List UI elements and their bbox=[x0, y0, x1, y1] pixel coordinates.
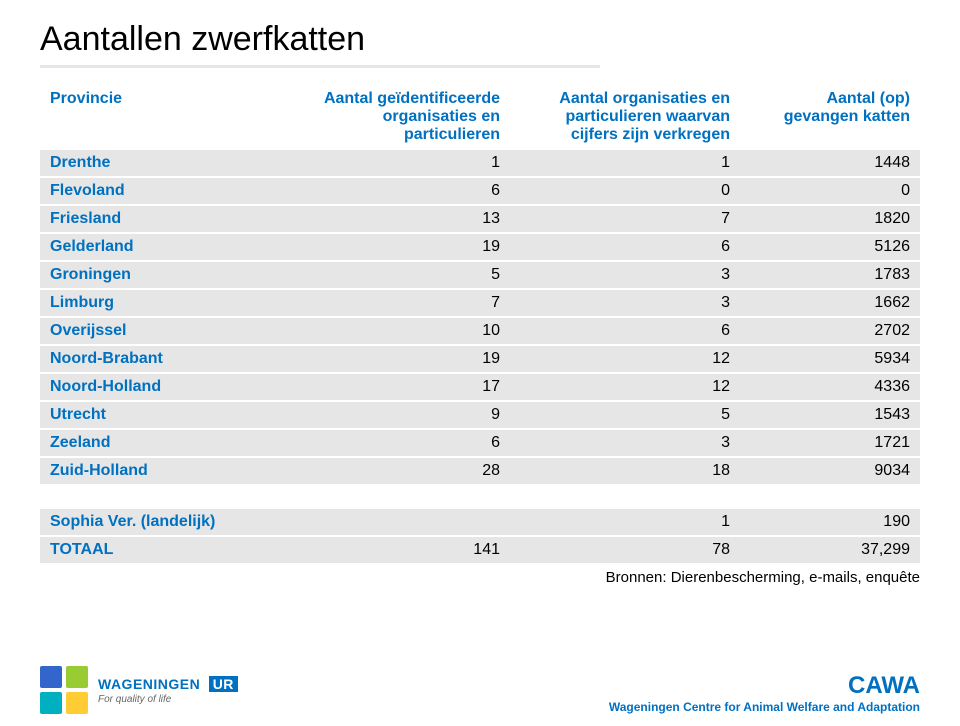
logo-name: WAGENINGEN bbox=[98, 676, 200, 692]
logo-text: WAGENINGEN UR For quality of life bbox=[98, 676, 238, 705]
table-row: Noord-Holland17124336 bbox=[40, 373, 920, 401]
logo: WAGENINGEN UR For quality of life bbox=[40, 666, 238, 714]
cell-province: Gelderland bbox=[40, 233, 300, 261]
cell-value: 1 bbox=[300, 149, 510, 177]
data-table: Provincie Aantal geïdentificeerde organi… bbox=[40, 86, 920, 563]
cell-value bbox=[300, 508, 510, 536]
cell-value: 9034 bbox=[740, 457, 920, 484]
logo-q3 bbox=[40, 692, 62, 714]
cell-value: 6 bbox=[300, 177, 510, 205]
cell-value: 3 bbox=[510, 429, 740, 457]
cell-value: 1543 bbox=[740, 401, 920, 429]
cawa-subtitle: Wageningen Centre for Animal Welfare and… bbox=[609, 700, 920, 714]
cell-value: 18 bbox=[510, 457, 740, 484]
cell-province: Noord-Holland bbox=[40, 373, 300, 401]
table-row: Noord-Brabant19125934 bbox=[40, 345, 920, 373]
logo-q2 bbox=[66, 666, 88, 688]
cell-value: 1 bbox=[510, 508, 740, 536]
cell-value: 5 bbox=[510, 401, 740, 429]
cell-province: Flevoland bbox=[40, 177, 300, 205]
cell-value: 5 bbox=[300, 261, 510, 289]
cell-province: Utrecht bbox=[40, 401, 300, 429]
cell-value: 5126 bbox=[740, 233, 920, 261]
cell-value: 0 bbox=[740, 177, 920, 205]
table-row: Utrecht951543 bbox=[40, 401, 920, 429]
header-col4: Aantal (op) gevangen katten bbox=[740, 86, 920, 149]
cell-value: 1662 bbox=[740, 289, 920, 317]
cell-value: 1783 bbox=[740, 261, 920, 289]
cell-province: Friesland bbox=[40, 205, 300, 233]
cell-province: Drenthe bbox=[40, 149, 300, 177]
table-row: Gelderland1965126 bbox=[40, 233, 920, 261]
cell-value: 3 bbox=[510, 289, 740, 317]
cell-value: 3 bbox=[510, 261, 740, 289]
cawa-title: CAWA bbox=[609, 672, 920, 700]
page-title: Aantallen zwerfkatten bbox=[40, 20, 920, 59]
cell-value: 190 bbox=[740, 508, 920, 536]
cell-value: 19 bbox=[300, 233, 510, 261]
cell-value: 0 bbox=[510, 177, 740, 205]
cell-value: 37,299 bbox=[740, 536, 920, 563]
cell-value: 7 bbox=[300, 289, 510, 317]
cell-value: 6 bbox=[510, 233, 740, 261]
cell-value: 1820 bbox=[740, 205, 920, 233]
cell-province: Overijssel bbox=[40, 317, 300, 345]
logo-q1 bbox=[40, 666, 62, 688]
table-row: Overijssel1062702 bbox=[40, 317, 920, 345]
cell-value: 2702 bbox=[740, 317, 920, 345]
cell-value: 10 bbox=[300, 317, 510, 345]
table-row: Zeeland631721 bbox=[40, 429, 920, 457]
cell-value: 141 bbox=[300, 536, 510, 563]
table-header-row: Provincie Aantal geïdentificeerde organi… bbox=[40, 86, 920, 149]
cell-value: 1448 bbox=[740, 149, 920, 177]
table-row: Zuid-Holland28189034 bbox=[40, 457, 920, 484]
table-row: TOTAAL1417837,299 bbox=[40, 536, 920, 563]
title-underline bbox=[40, 65, 600, 68]
footer: WAGENINGEN UR For quality of life CAWA W… bbox=[40, 666, 920, 714]
cell-province: TOTAAL bbox=[40, 536, 300, 563]
cell-value: 13 bbox=[300, 205, 510, 233]
cell-province: Limburg bbox=[40, 289, 300, 317]
cell-value: 5934 bbox=[740, 345, 920, 373]
table-spacer bbox=[40, 484, 920, 508]
logo-tagline: For quality of life bbox=[98, 694, 238, 705]
slide: Aantallen zwerfkatten Provincie Aantal g… bbox=[0, 0, 960, 726]
cell-value: 1 bbox=[510, 149, 740, 177]
cell-value: 6 bbox=[300, 429, 510, 457]
cell-value: 12 bbox=[510, 345, 740, 373]
table-row: Drenthe111448 bbox=[40, 149, 920, 177]
table-row: Limburg731662 bbox=[40, 289, 920, 317]
table-row: Groningen531783 bbox=[40, 261, 920, 289]
cell-value: 1721 bbox=[740, 429, 920, 457]
cell-province: Groningen bbox=[40, 261, 300, 289]
logo-ur: UR bbox=[209, 676, 238, 692]
cell-value: 9 bbox=[300, 401, 510, 429]
cell-value: 17 bbox=[300, 373, 510, 401]
cell-value: 12 bbox=[510, 373, 740, 401]
table-row: Flevoland600 bbox=[40, 177, 920, 205]
cell-province: Zuid-Holland bbox=[40, 457, 300, 484]
table-row: Sophia Ver. (landelijk) 1190 bbox=[40, 508, 920, 536]
cell-value: 28 bbox=[300, 457, 510, 484]
footer-right: CAWA Wageningen Centre for Animal Welfar… bbox=[609, 672, 920, 714]
cell-value: 19 bbox=[300, 345, 510, 373]
source-line: Bronnen: Dierenbescherming, e-mails, enq… bbox=[40, 569, 920, 586]
header-col2: Aantal geïdentificeerde organisaties en … bbox=[300, 86, 510, 149]
cell-province: Zeeland bbox=[40, 429, 300, 457]
cell-province: Noord-Brabant bbox=[40, 345, 300, 373]
cell-value: 78 bbox=[510, 536, 740, 563]
cell-value: 7 bbox=[510, 205, 740, 233]
header-col3: Aantal organisaties en particulieren waa… bbox=[510, 86, 740, 149]
logo-icon bbox=[40, 666, 88, 714]
cell-province: Sophia Ver. (landelijk) bbox=[40, 508, 300, 536]
cell-value: 6 bbox=[510, 317, 740, 345]
logo-q4 bbox=[66, 692, 88, 714]
header-province: Provincie bbox=[40, 86, 300, 149]
cell-value: 4336 bbox=[740, 373, 920, 401]
table-row: Friesland1371820 bbox=[40, 205, 920, 233]
